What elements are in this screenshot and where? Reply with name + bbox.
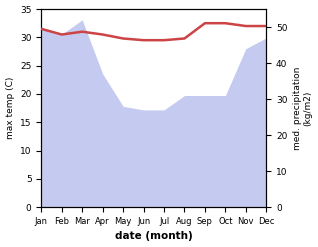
X-axis label: date (month): date (month)	[115, 231, 193, 242]
Y-axis label: med. precipitation
(kg/m2): med. precipitation (kg/m2)	[293, 66, 313, 150]
Y-axis label: max temp (C): max temp (C)	[5, 77, 15, 139]
